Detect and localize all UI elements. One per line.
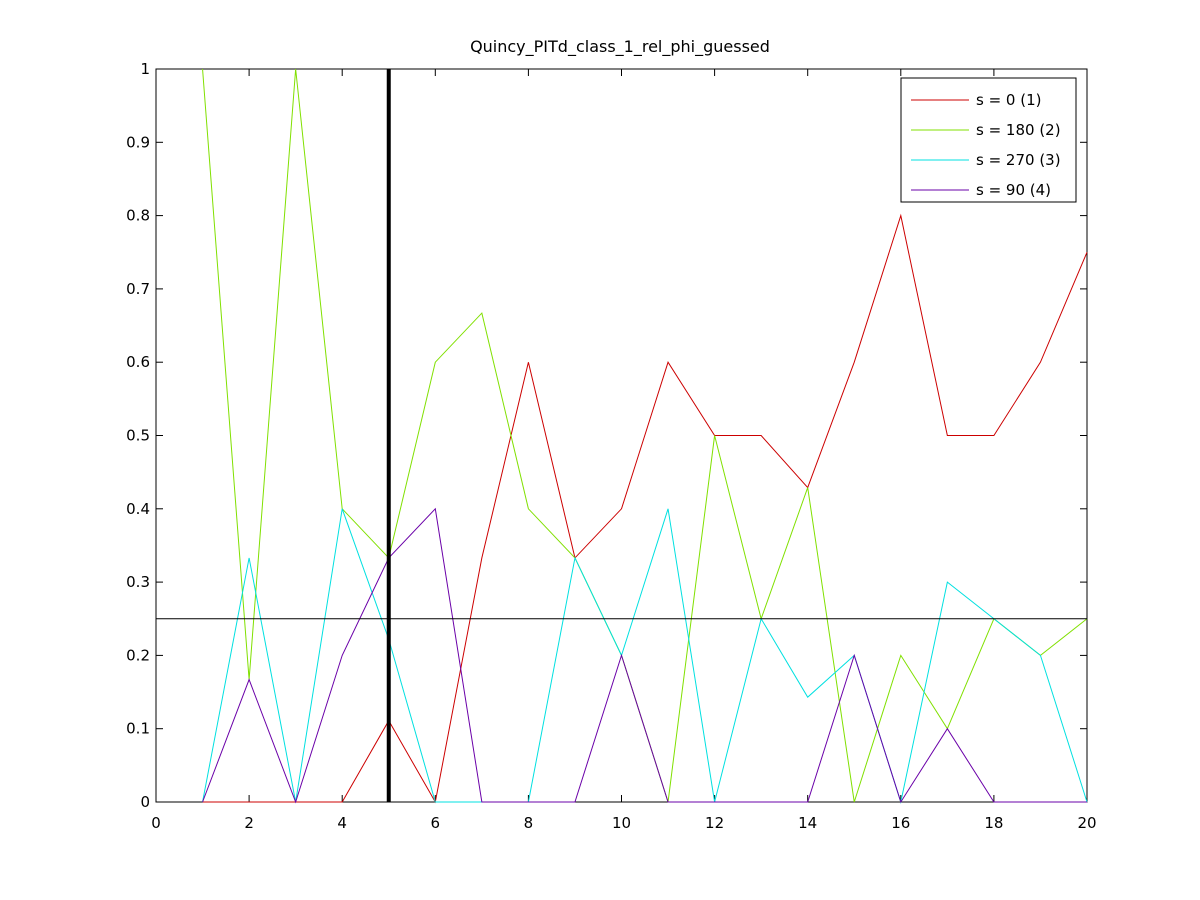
series-line-4 — [202, 507, 1087, 804]
y-tick-label: 0.8 — [126, 207, 150, 225]
y-tick-label: 0.2 — [126, 646, 150, 664]
chart-title: Quincy_PITd_class_1_rel_phi_guessed — [470, 37, 770, 57]
y-tick-label: 0.4 — [126, 500, 150, 518]
legend-box — [900, 77, 1077, 203]
x-tick-label: 4 — [337, 814, 347, 832]
x-tick-label: 12 — [705, 814, 724, 832]
legend-label-3: s = 270 (3) — [976, 151, 1061, 169]
y-tick-label: 1 — [140, 60, 150, 78]
x-tick-label: 8 — [524, 814, 534, 832]
x-tick-label: 20 — [1077, 814, 1096, 832]
x-tick-label: 10 — [612, 814, 631, 832]
y-tick-label: 0 — [140, 793, 150, 811]
x-tick-label: 2 — [244, 814, 254, 832]
y-tick-label: 0.3 — [126, 573, 150, 591]
x-axis: 0 2 4 6 8 10 12 14 16 18 20 — [151, 69, 1097, 832]
reference-lines — [156, 69, 1087, 802]
y-axis: 0 0.1 0.2 0.3 0.4 0.5 0.6 0.7 0.8 0.9 1 — [126, 60, 1087, 811]
x-tick-label: 0 — [151, 814, 161, 832]
y-tick-label: 0.5 — [126, 427, 150, 445]
y-tick-label: 0.6 — [126, 353, 150, 371]
y-tick-label: 0.9 — [126, 133, 150, 151]
x-tick-label: 16 — [891, 814, 910, 832]
legend-label-1: s = 0 (1) — [976, 91, 1041, 109]
x-tick-label: 14 — [798, 814, 817, 832]
x-tick-label: 18 — [984, 814, 1003, 832]
legend-label-2: s = 180 (2) — [976, 121, 1061, 139]
y-tick-label: 0.1 — [126, 720, 150, 738]
legend: s = 0 (1) s = 180 (2) s = 270 (3) s = 90 (4… — [900, 77, 1077, 203]
x-tick-label: 6 — [431, 814, 441, 832]
y-tick-label: 0.7 — [126, 280, 150, 298]
series-line-1 — [202, 213, 1088, 804]
legend-label-4: s = 90 (4) — [976, 181, 1051, 199]
